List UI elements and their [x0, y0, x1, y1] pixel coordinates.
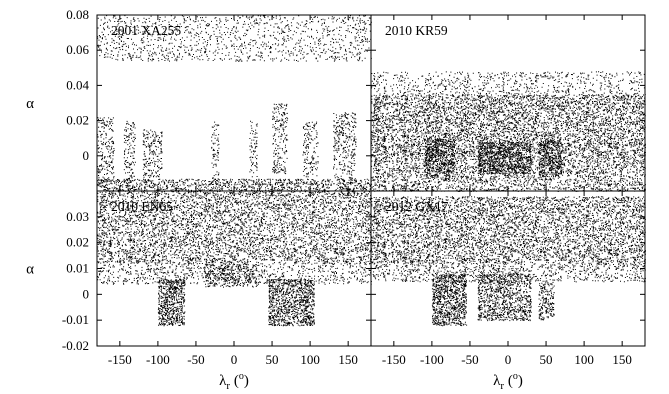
x-tick-label-2-1: -100	[146, 352, 170, 367]
point-cloud-0-2	[97, 117, 115, 185]
x-tick-label-2-2: -50	[187, 352, 204, 367]
panel-title-0: 2001 XA255	[111, 23, 181, 38]
panel-top-right: 2010 KR59	[371, 15, 646, 192]
x-tick-label-3-0: -150	[382, 352, 406, 367]
x-tick-label-3-1: -100	[420, 352, 444, 367]
panel-title-2: 2010 EN65	[111, 199, 173, 214]
y-axis-label-0: α	[26, 96, 34, 112]
x-axis-label-3: λr (o)	[493, 371, 523, 392]
y-tick-label-2-4: 0.02	[66, 235, 89, 250]
x-tick-label-3-4: 50	[540, 352, 553, 367]
y-tick-label-0-1: 0	[83, 148, 90, 163]
y-tick-label-0-2: 0.02	[66, 113, 89, 128]
point-cloud-0-7	[272, 104, 288, 175]
y-tick-label-0-5: 0.08	[66, 7, 89, 22]
point-cloud-1-1	[371, 71, 646, 95]
scatter-points-3	[371, 196, 646, 326]
x-tick-label-3-6: 150	[612, 352, 632, 367]
scatter-points-1	[371, 71, 646, 192]
x-tick-label-2-6: 150	[338, 352, 358, 367]
panel-title-1: 2010 KR59	[385, 23, 448, 38]
point-cloud-0-3	[124, 121, 136, 183]
scatter-points-0	[97, 15, 372, 192]
y-tick-label-2-2: 0	[83, 286, 90, 301]
y-axis-label-2: α	[26, 262, 34, 278]
point-cloud-2-2	[158, 279, 186, 326]
x-tick-label-2-4: 50	[266, 352, 279, 367]
y-tick-label-0-3: 0.04	[66, 77, 89, 92]
point-cloud-3-1	[373, 263, 646, 282]
panel-bottom-right: -150 -100 -50 0 50 100 150 2012 GX17 λr (o)	[371, 191, 646, 392]
point-cloud-3-3	[478, 274, 532, 321]
point-cloud-3-2	[432, 274, 467, 326]
point-cloud-2-3	[268, 279, 315, 326]
point-cloud-2-1	[97, 263, 372, 285]
panel-frame-0	[97, 15, 371, 191]
y-tick-label-2-3: 0.01	[66, 261, 89, 276]
point-cloud-0-5	[211, 122, 219, 183]
y-tick-label-2-0: -0.02	[62, 338, 89, 353]
panel-top-left: 0 0.02 0.04 0.06 0.08 2001 XA255 α	[26, 7, 372, 192]
point-cloud-0-6	[249, 121, 257, 178]
y-tick-label-2-1: -0.01	[62, 312, 89, 327]
x-tick-label-3-5: 100	[574, 352, 594, 367]
x-tick-label-3-3: 0	[505, 352, 512, 367]
panels: 0 0.02 0.04 0.06 0.08 2001 XA255 α 2010 KR59 -15…	[26, 7, 646, 392]
point-cloud-0-9	[333, 112, 357, 181]
point-cloud-0-0	[98, 179, 372, 192]
x-tick-label-2-5: 100	[300, 352, 320, 367]
point-cloud-0-8	[303, 122, 319, 178]
x-axis-label-2: λr (o)	[219, 371, 249, 392]
panel-title-3: 2012 GX17	[385, 199, 449, 214]
x-tick-label-2-0: -150	[108, 352, 132, 367]
point-cloud-0-1	[97, 15, 372, 62]
x-tick-label-2-3: 0	[231, 352, 238, 367]
point-cloud-0-4	[143, 129, 163, 178]
point-cloud-3-4	[539, 279, 555, 320]
y-tick-label-2-5: 0.03	[66, 209, 89, 224]
panel-bottom-left: -150 -100 -50 0 50 100 150 -0.02 -0.01 0 0.01 0.02 0…	[26, 191, 372, 392]
y-tick-label-0-4: 0.06	[66, 42, 89, 57]
x-tick-label-3-2: -50	[461, 352, 478, 367]
